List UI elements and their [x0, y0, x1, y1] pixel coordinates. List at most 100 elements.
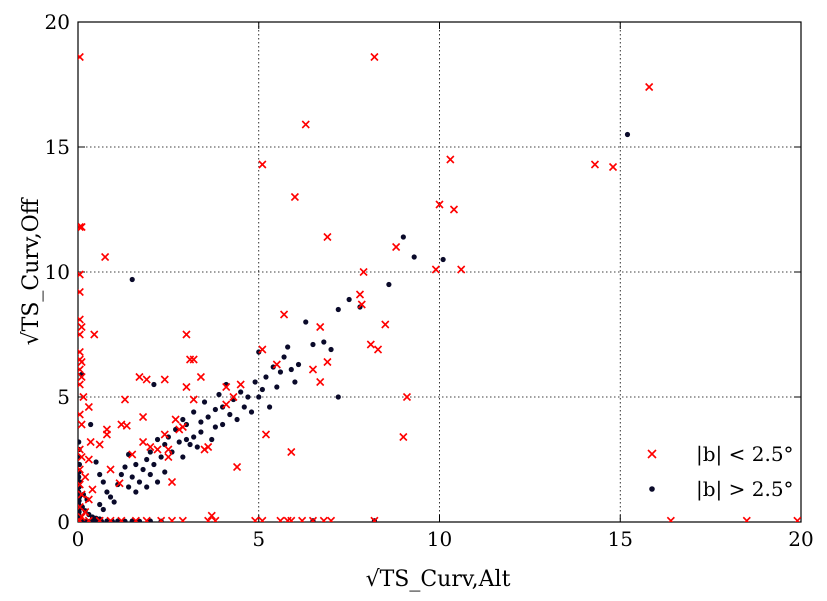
data-point-cross: [251, 516, 260, 522]
data-point-dot: [183, 436, 190, 443]
svg-text:√TS_Curv,Alt: √TS_Curv,Alt: [366, 567, 511, 592]
data-point-dot: [292, 379, 298, 385]
data-point-cross: [298, 516, 307, 522]
data-point-dot: [191, 434, 197, 440]
data-point-cross: [222, 400, 231, 409]
data-point-dot: [133, 489, 139, 495]
data-point-cross: [171, 415, 180, 424]
data-point-cross: [78, 490, 86, 499]
data-point-cross: [78, 287, 84, 297]
data-point-cross: [645, 82, 654, 92]
data-point-cross: [78, 270, 84, 279]
data-point-dot: [93, 459, 99, 465]
data-point-cross: [326, 516, 336, 522]
data-point-cross: [182, 382, 191, 392]
data-point-dot: [111, 499, 117, 505]
data-point-cross: [316, 377, 325, 387]
data-point-cross: [357, 300, 366, 309]
data-point-cross: [78, 516, 84, 522]
data-point-dot: [180, 454, 186, 460]
data-point-dot: [82, 508, 88, 514]
data-point-dot: [191, 409, 197, 415]
data-point-dot: [162, 441, 168, 448]
data-point-cross: [78, 452, 86, 462]
data-points: [78, 52, 801, 522]
x-tick-label: 10: [427, 527, 452, 551]
data-point-cross: [78, 347, 84, 357]
data-point-dot: [136, 479, 143, 485]
data-point-cross: [84, 455, 93, 464]
data-point-dot: [147, 449, 153, 455]
data-point-cross: [355, 290, 365, 299]
data-point-dot: [198, 419, 204, 425]
y-tick-label: 5: [57, 385, 70, 409]
data-point-dot: [227, 411, 233, 418]
data-point-cross: [204, 442, 213, 452]
data-point-cross: [319, 516, 328, 522]
data-point-dot: [295, 361, 302, 368]
data-point-cross: [106, 516, 115, 522]
y-tick-label: 10: [45, 260, 70, 284]
data-point-dot: [234, 416, 240, 423]
data-point-cross: [196, 372, 205, 382]
data-point-cross: [402, 392, 412, 402]
data-point-dot: [241, 404, 247, 410]
legend-marker-high-latitude: [649, 486, 655, 492]
data-point-cross: [164, 445, 173, 454]
data-point-cross: [178, 516, 187, 522]
data-point-dot: [328, 346, 334, 353]
tick-labels: 0 5 10 15 20 0 5 10 15 20: [45, 10, 814, 551]
data-point-cross: [742, 516, 751, 522]
data-point-dot: [212, 424, 218, 430]
data-point-cross: [139, 437, 148, 447]
data-point-cross: [258, 516, 267, 522]
data-point-dot: [624, 131, 631, 138]
data-point-dot: [303, 319, 309, 325]
data-point-cross: [101, 252, 110, 262]
data-point-dot: [140, 466, 146, 473]
data-point-cross: [608, 162, 618, 172]
data-point-cross: [78, 222, 84, 232]
data-point-dot: [129, 474, 135, 480]
data-point-cross: [323, 232, 332, 242]
x-tick-label: 20: [788, 527, 813, 551]
data-point-dot: [144, 484, 150, 490]
data-point-cross: [78, 357, 86, 367]
data-point-cross: [211, 516, 220, 522]
x-axis-label: √TS_Curv,Alt: [366, 567, 511, 592]
y-tick-label: 0: [57, 510, 70, 534]
data-point-cross: [308, 516, 318, 522]
data-point-dot: [201, 399, 208, 405]
data-point-cross: [78, 52, 84, 62]
data-point-dot: [212, 406, 218, 413]
data-point-cross: [142, 516, 151, 522]
data-point-cross: [167, 477, 177, 487]
data-point-dot: [194, 444, 200, 450]
data-point-cross: [272, 360, 281, 369]
data-point-dot: [411, 254, 417, 260]
data-point-cross: [392, 242, 401, 252]
data-point-cross: [120, 395, 130, 404]
data-point-cross: [182, 330, 191, 339]
y-tick-label: 20: [45, 10, 70, 34]
data-point-cross: [290, 192, 299, 202]
data-point-cross: [131, 516, 140, 522]
data-point-cross: [261, 430, 271, 439]
data-point-dot: [335, 394, 341, 400]
data-point-cross: [78, 445, 84, 454]
data-point-cross: [167, 516, 177, 522]
data-point-cross: [232, 462, 242, 472]
data-point-cross: [160, 430, 169, 439]
data-point-dot: [78, 461, 83, 468]
data-point-cross: [449, 205, 459, 214]
data-point-dot: [187, 441, 193, 448]
data-point-cross: [157, 516, 166, 522]
data-point-cross: [381, 320, 390, 329]
data-point-cross: [78, 372, 86, 382]
data-point-cross: [153, 445, 162, 454]
data-point-dot: [100, 479, 106, 485]
data-point-dot: [78, 474, 82, 480]
data-point-dot: [209, 436, 215, 443]
data-point-cross: [276, 516, 285, 522]
data-point-cross: [95, 440, 104, 449]
